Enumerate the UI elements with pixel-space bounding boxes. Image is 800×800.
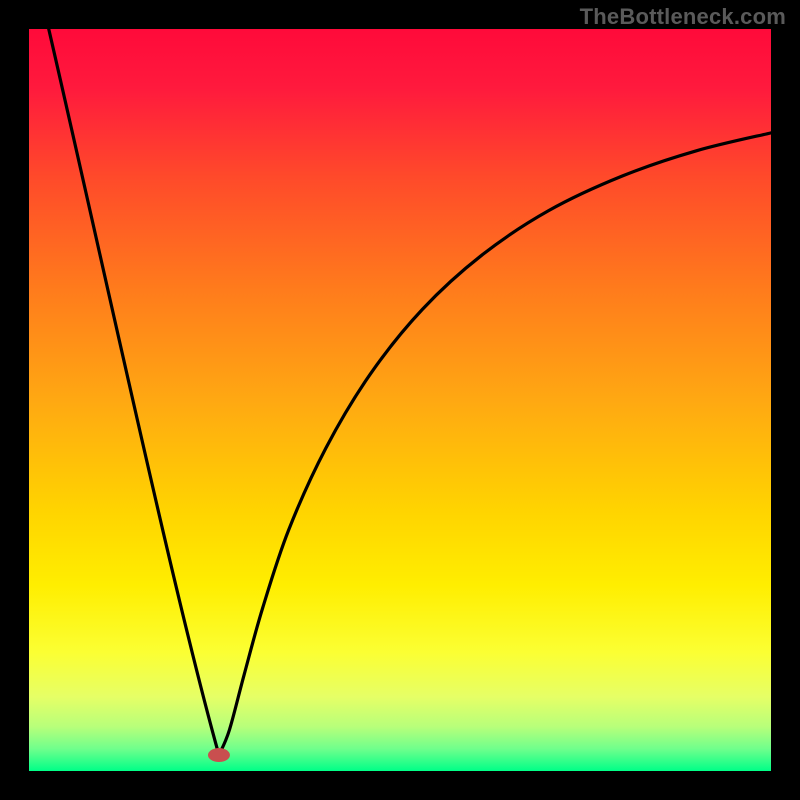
gradient-background <box>29 29 771 771</box>
watermark-text: TheBottleneck.com <box>580 4 786 30</box>
plot-area <box>29 29 771 771</box>
minimum-marker <box>208 748 230 762</box>
plot-svg <box>29 29 771 771</box>
chart-container: TheBottleneck.com <box>0 0 800 800</box>
